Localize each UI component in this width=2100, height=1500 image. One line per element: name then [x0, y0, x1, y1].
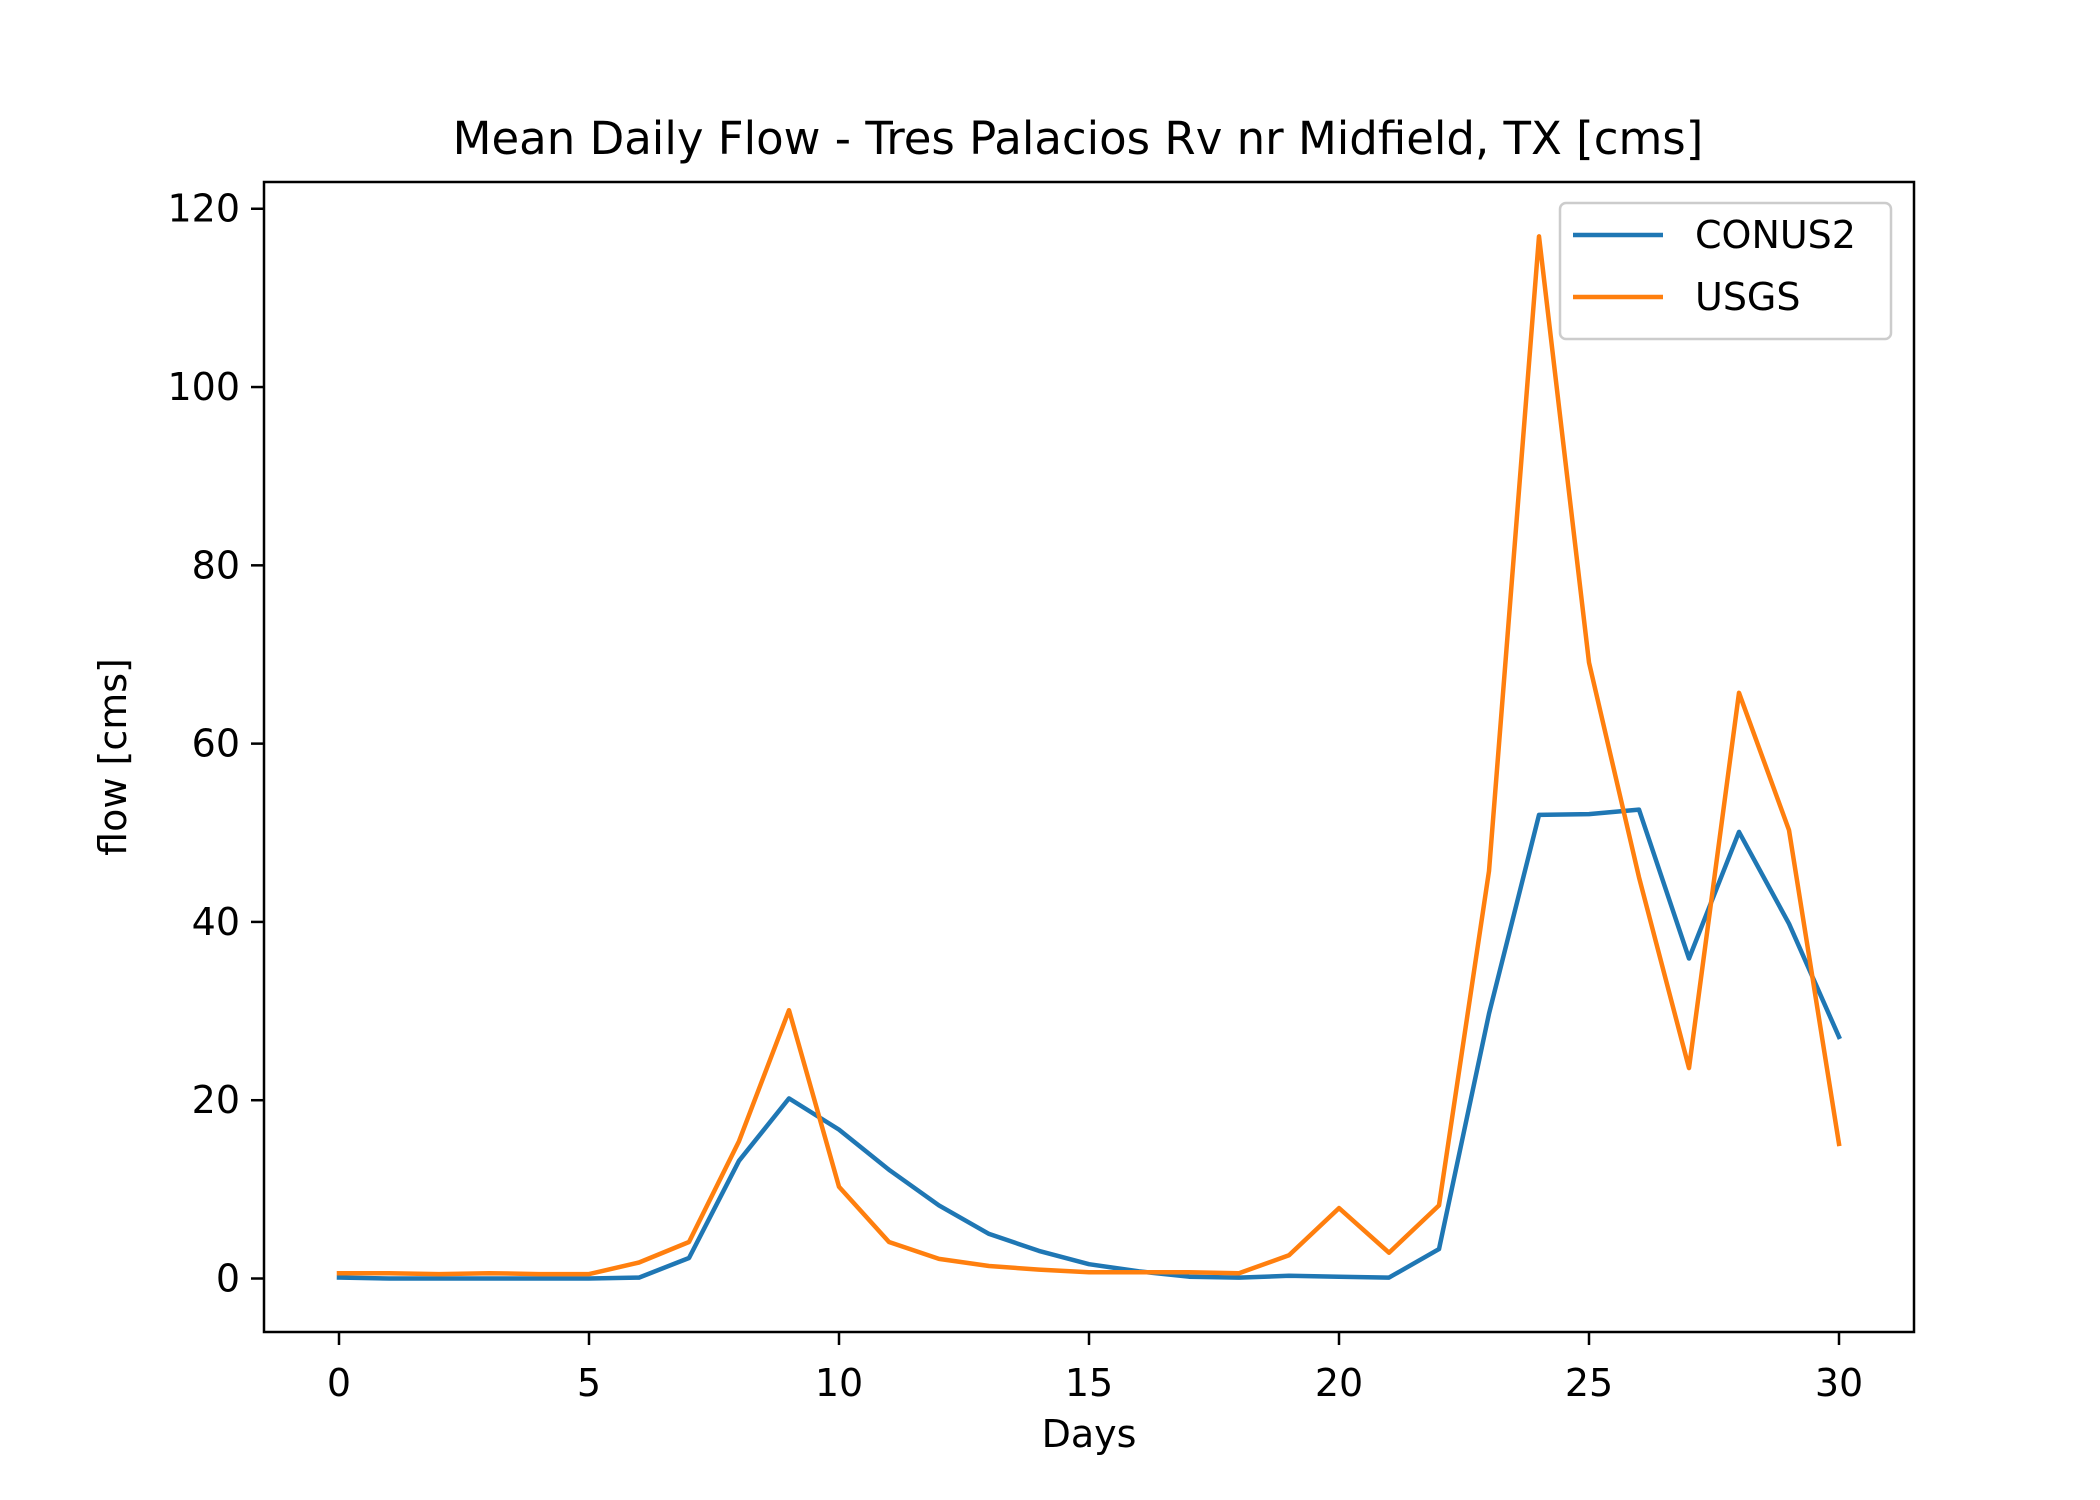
plot-area — [336, 234, 1842, 1281]
legend-label-usgs: USGS — [1695, 275, 1801, 319]
y-tick-label: 80 — [192, 543, 240, 587]
legend-label-conus2: CONUS2 — [1695, 213, 1856, 257]
legend: CONUS2 USGS — [1558, 201, 1893, 341]
axis-ticks: 0 5 10 15 20 25 30 0 20 40 60 80 100 120 — [167, 187, 1863, 1405]
x-tick-label: 25 — [1565, 1361, 1613, 1405]
y-tick-label: 60 — [192, 722, 240, 766]
chart-title: Mean Daily Flow - Tres Palacios Rv nr Mi… — [453, 112, 1704, 165]
y-tick-label: 100 — [167, 365, 240, 409]
y-tick-label: 20 — [192, 1078, 240, 1122]
x-tick-label: 5 — [577, 1361, 601, 1405]
x-tick-label: 15 — [1065, 1361, 1113, 1405]
y-tick-label: 0 — [216, 1257, 240, 1301]
y-axis-label: flow [cms] — [91, 658, 135, 856]
x-tick-label: 20 — [1315, 1361, 1363, 1405]
x-tick-label: 30 — [1815, 1361, 1863, 1405]
axes-frame — [262, 180, 1916, 1334]
x-tick-label: 0 — [327, 1361, 351, 1405]
x-tick-label: 10 — [815, 1361, 863, 1405]
y-tick-label: 40 — [192, 900, 240, 944]
y-tick-label: 120 — [167, 187, 240, 231]
x-axis-label: Days — [1042, 1412, 1137, 1456]
